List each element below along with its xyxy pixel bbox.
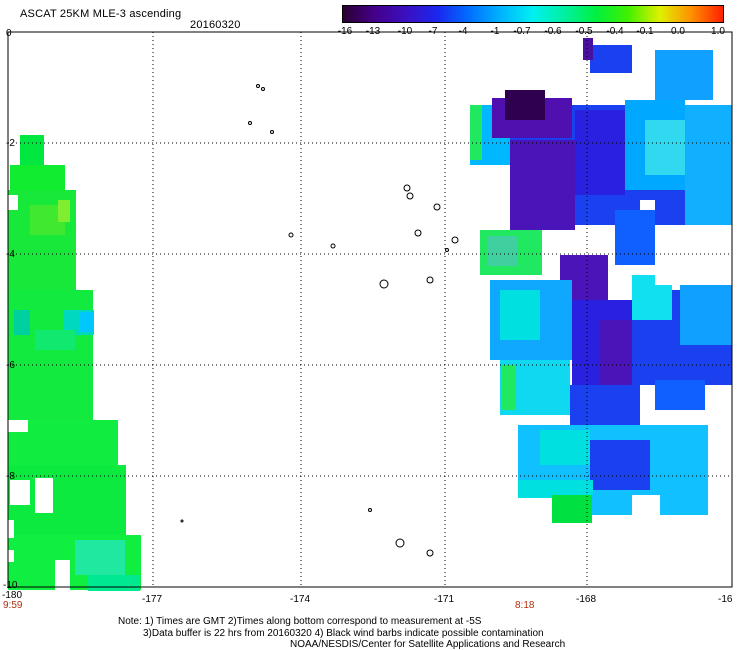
island — [395, 538, 405, 548]
island — [433, 203, 441, 211]
island — [445, 248, 449, 252]
island — [426, 276, 434, 284]
swath-cell — [590, 440, 650, 490]
swath-gap — [8, 420, 28, 432]
left-swath — [8, 135, 141, 591]
x-tick-label: -171 — [434, 594, 455, 605]
swath-cell — [502, 365, 516, 410]
footer-credit: NOAA/NESDIS/Center for Satellite Applica… — [290, 639, 566, 650]
colorbar-segment — [628, 6, 660, 22]
swath-cell — [88, 575, 140, 591]
swath-cell — [575, 110, 625, 195]
colorbar-segment — [501, 6, 534, 22]
colorbar — [342, 5, 724, 23]
swath-cell — [540, 430, 590, 465]
swath-cell — [680, 285, 732, 345]
swath-gap — [545, 230, 615, 255]
footer-note: Note: 1) Times are GMT 2)Times along bot… — [118, 616, 482, 627]
swath-cell — [583, 38, 593, 60]
swath-cell — [80, 312, 94, 332]
x-tick-label: -177 — [142, 594, 163, 605]
y-tick-label: -6 — [6, 360, 15, 371]
right-swath — [470, 38, 732, 523]
island — [426, 549, 434, 557]
map-frame — [7, 31, 733, 588]
swath-cell — [685, 105, 732, 225]
swath-gap — [608, 265, 632, 295]
colorbar-segment — [343, 6, 375, 22]
island — [270, 130, 274, 134]
swath-gap — [55, 560, 70, 590]
swath-cell — [592, 495, 632, 515]
swath-gap — [640, 200, 655, 210]
swath-cell — [518, 480, 593, 498]
x-tick-label: -16 — [718, 594, 733, 605]
swath-gap — [8, 550, 14, 562]
swath-cell — [58, 200, 70, 222]
x-tick-label: -168 — [576, 594, 597, 605]
island — [248, 121, 252, 125]
swath-gap — [10, 480, 30, 505]
islands — [180, 84, 459, 557]
colorbar-segment — [374, 6, 407, 22]
island — [330, 243, 336, 249]
swath-cell — [14, 310, 30, 335]
swath-cell — [487, 236, 517, 266]
island — [288, 232, 294, 238]
y-tick-label: -10 — [3, 580, 18, 591]
swath-cell — [615, 210, 655, 265]
swath-cell — [75, 540, 125, 575]
swath-cell — [35, 330, 75, 350]
island — [256, 84, 260, 88]
swath-gap — [8, 195, 18, 210]
swath-cell — [510, 140, 575, 230]
island — [403, 184, 411, 192]
time-label: 9:59 — [3, 600, 23, 611]
swath-cell — [590, 45, 632, 73]
swath-gap — [8, 520, 14, 538]
island — [379, 279, 389, 289]
colorbar-segment — [406, 6, 439, 22]
colorbar-segment — [469, 6, 502, 22]
swath-cell — [655, 380, 705, 410]
date-label: 20160320 — [190, 19, 241, 31]
x-tick-label: -174 — [290, 594, 311, 605]
y-tick-label: -4 — [6, 249, 15, 260]
island — [180, 519, 184, 523]
y-tick-label: 0 — [6, 28, 12, 39]
swath-gap — [640, 410, 708, 425]
island — [451, 236, 459, 244]
y-tick-label: -8 — [6, 471, 15, 482]
swath-gap — [35, 478, 53, 513]
colorbar-segment — [564, 6, 597, 22]
time-label: 8:18 — [515, 600, 535, 611]
swath-cell — [552, 495, 592, 523]
y-tick-label: -2 — [6, 138, 15, 149]
swath-gap — [708, 410, 732, 520]
colorbar-segment — [691, 6, 724, 22]
swath-cell — [500, 290, 540, 340]
map-grid — [8, 32, 732, 587]
x-tick-label: -180 — [2, 590, 23, 601]
swath-cell — [645, 120, 685, 175]
product-title: ASCAT 25KM MLE-3 ascending — [20, 8, 182, 20]
swath-gap — [655, 225, 732, 285]
colorbar-segment — [533, 6, 565, 22]
swath-cell — [470, 105, 482, 160]
swath-cell — [655, 50, 713, 100]
colorbar-segment — [659, 6, 692, 22]
island — [406, 192, 414, 200]
swath-cell — [505, 90, 545, 120]
island — [414, 229, 422, 237]
colorbar-segment — [596, 6, 629, 22]
swath-cell — [660, 450, 708, 515]
footer-note: 3)Data buffer is 22 hrs from 20160320 4)… — [143, 628, 544, 639]
island — [261, 87, 265, 91]
colorbar-segment — [438, 6, 470, 22]
swath-gap — [470, 165, 510, 230]
island — [368, 508, 372, 512]
